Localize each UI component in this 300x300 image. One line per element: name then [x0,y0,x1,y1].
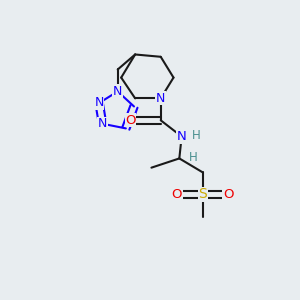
Text: O: O [125,114,136,127]
Text: N: N [177,130,187,143]
Text: O: O [223,188,233,201]
Text: S: S [198,187,207,201]
Text: O: O [172,188,182,201]
Text: N: N [156,92,165,105]
Text: H: H [192,129,200,142]
Text: N: N [98,117,107,130]
Text: N: N [94,97,104,110]
Text: H: H [189,151,198,164]
Text: N: N [113,85,122,98]
